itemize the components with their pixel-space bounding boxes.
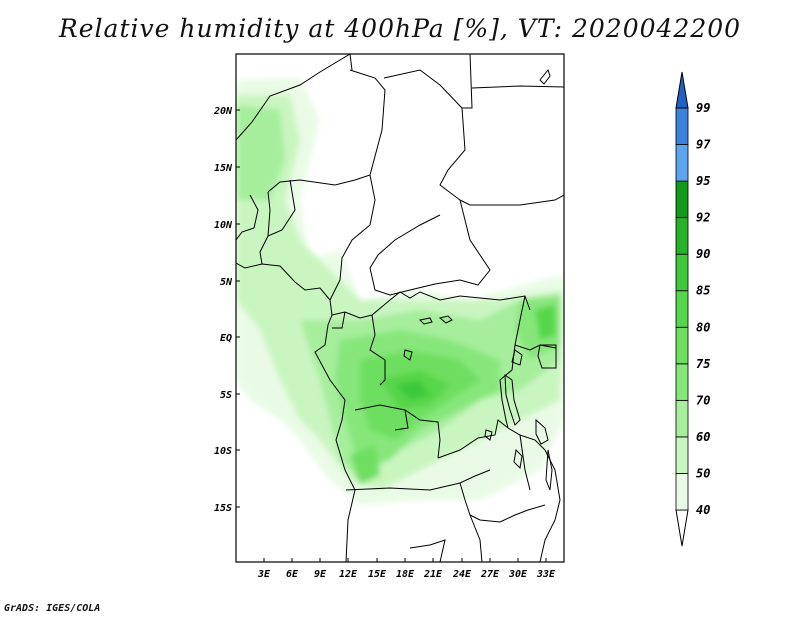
lat-tick-label: EQ: [220, 333, 232, 344]
lon-tick-label: 6E: [286, 569, 299, 580]
lon-tick-label: 24E: [452, 569, 472, 580]
lat-tick-label: 5S: [220, 390, 232, 401]
credit-label: GrADS: IGES/COLA: [4, 603, 101, 614]
colorbar-box: [675, 290, 689, 328]
colorbar: 40 50 60 70 75 80 85 90 92 95 97 99: [675, 71, 711, 547]
lon-tick-label: 21E: [423, 569, 443, 580]
humidity-field: [236, 78, 564, 505]
colorbar-level-label: 80: [696, 320, 710, 334]
colorbar-box: [675, 473, 689, 511]
colorbar-box: [675, 399, 689, 438]
colorbar-level-label: 50: [696, 466, 710, 480]
colorbar-level-label: 95: [696, 174, 710, 188]
colorbar-level-label: 90: [696, 247, 710, 261]
lat-tick-label: 5N: [220, 277, 233, 288]
colorbar-box: [675, 253, 689, 292]
lon-tick-label: 12E: [339, 569, 358, 580]
colorbar-box: [675, 436, 689, 474]
lake-outlines: [403, 68, 557, 491]
colorbar-level-label: 99: [696, 101, 710, 115]
colorbar-lower-arrow: [675, 509, 689, 547]
lon-tick-label: 30E: [508, 569, 528, 580]
colorbar-box: [675, 217, 689, 255]
map-frame: [235, 53, 565, 563]
colorbar-level-label: 85: [696, 284, 710, 298]
colorbar-level-label: 97: [696, 138, 711, 152]
lat-tick-label: 20N: [213, 106, 233, 117]
colorbar-box: [675, 363, 689, 401]
lon-tick-label: 33E: [536, 569, 556, 580]
lat-tick-label: 15N: [214, 163, 233, 174]
colorbar-box: [675, 144, 689, 182]
colorbar-level-label: 70: [696, 393, 710, 407]
lon-tick-label: 3E: [257, 569, 271, 580]
lon-tick-label: 18E: [396, 569, 415, 580]
lat-tick-label: 10N: [214, 220, 233, 231]
colorbar-level-label: 92: [696, 211, 710, 225]
colorbar-level-label: 40: [696, 503, 710, 517]
lon-tick-label: 27E: [480, 569, 500, 580]
chart-title: Relative humidity at 400hPa [%], VT: 202…: [58, 14, 742, 43]
country-borders: [236, 54, 564, 562]
lon-tick-label: 15E: [368, 569, 387, 580]
colorbar-box: [675, 107, 689, 145]
colorbar-box: [675, 326, 689, 365]
colorbar-level-label: 75: [696, 357, 710, 371]
colorbar-upper-arrow: [675, 71, 689, 109]
lat-tick-label: 10S: [214, 446, 232, 457]
colorbar-box: [675, 180, 689, 219]
lat-tick-label: 15S: [214, 503, 232, 514]
lon-tick-label: 9E: [314, 569, 327, 580]
colorbar-level-label: 60: [696, 430, 710, 444]
